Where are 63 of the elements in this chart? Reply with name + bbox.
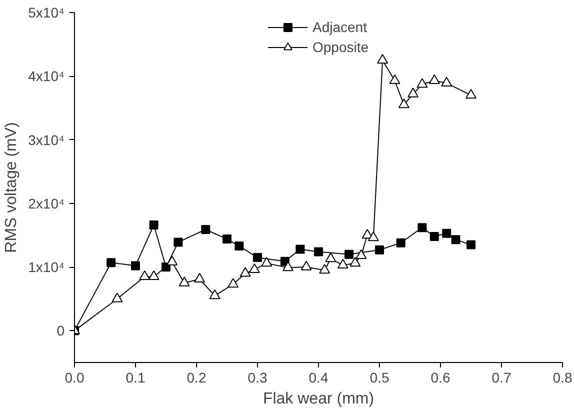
x-tick-label: 0.2 xyxy=(186,370,206,386)
point xyxy=(375,245,384,254)
point xyxy=(248,263,260,273)
point xyxy=(337,258,348,269)
x-tick-label: 0.6 xyxy=(430,370,450,386)
point xyxy=(356,249,367,259)
x-axis-title: Flak wear (mm) xyxy=(262,390,374,408)
x-tick-label: 0.7 xyxy=(492,370,512,386)
y-axis-title: RMS voltage (mV) xyxy=(3,122,20,253)
point xyxy=(178,276,190,286)
point xyxy=(201,225,210,234)
point xyxy=(148,270,160,280)
y-tick-label: 0 xyxy=(56,322,65,339)
point xyxy=(139,270,150,280)
point xyxy=(234,242,244,251)
y-tick-label: 5x10⁴ xyxy=(28,4,64,20)
point xyxy=(240,267,251,277)
point xyxy=(166,256,178,266)
y-tick-label: 4x10⁴ xyxy=(28,68,64,84)
point xyxy=(261,256,272,267)
x-tick-label: 0.8 xyxy=(552,370,572,386)
point xyxy=(106,258,116,268)
point xyxy=(149,220,158,230)
point xyxy=(451,235,460,244)
x-tick-label: 0.1 xyxy=(126,370,146,386)
point xyxy=(319,264,330,274)
x-tick-label: 0.4 xyxy=(308,370,328,386)
point xyxy=(314,247,323,256)
point xyxy=(408,88,419,98)
point xyxy=(300,260,312,270)
x-tick-label: 0.3 xyxy=(248,370,268,386)
point xyxy=(398,98,410,108)
point xyxy=(368,232,379,242)
point xyxy=(253,253,262,262)
point xyxy=(296,244,305,254)
point xyxy=(389,74,400,84)
point xyxy=(418,223,427,232)
point xyxy=(441,76,452,87)
legend-label: Adjacent xyxy=(312,19,367,35)
point xyxy=(466,240,476,250)
point xyxy=(466,88,476,99)
point xyxy=(209,289,220,300)
y-tick-label: 1x10⁴ xyxy=(28,259,64,276)
point xyxy=(228,278,239,288)
point xyxy=(430,232,439,241)
y-tick-label: 2x10⁴ xyxy=(28,195,64,212)
y-tick-label: 3x10⁴ xyxy=(28,132,64,148)
point xyxy=(416,78,428,88)
legend-label: Opposite xyxy=(312,39,369,55)
point xyxy=(396,238,406,248)
point xyxy=(112,292,123,302)
point xyxy=(442,228,452,238)
point xyxy=(325,252,336,262)
point xyxy=(194,272,206,283)
point xyxy=(174,238,183,247)
point xyxy=(222,234,232,244)
x-tick-label: 0.5 xyxy=(370,370,390,386)
point xyxy=(131,261,140,270)
point xyxy=(350,256,361,267)
point xyxy=(428,74,440,84)
x-tick-label: 0.0 xyxy=(64,370,84,386)
point xyxy=(377,54,388,64)
point xyxy=(344,250,354,259)
